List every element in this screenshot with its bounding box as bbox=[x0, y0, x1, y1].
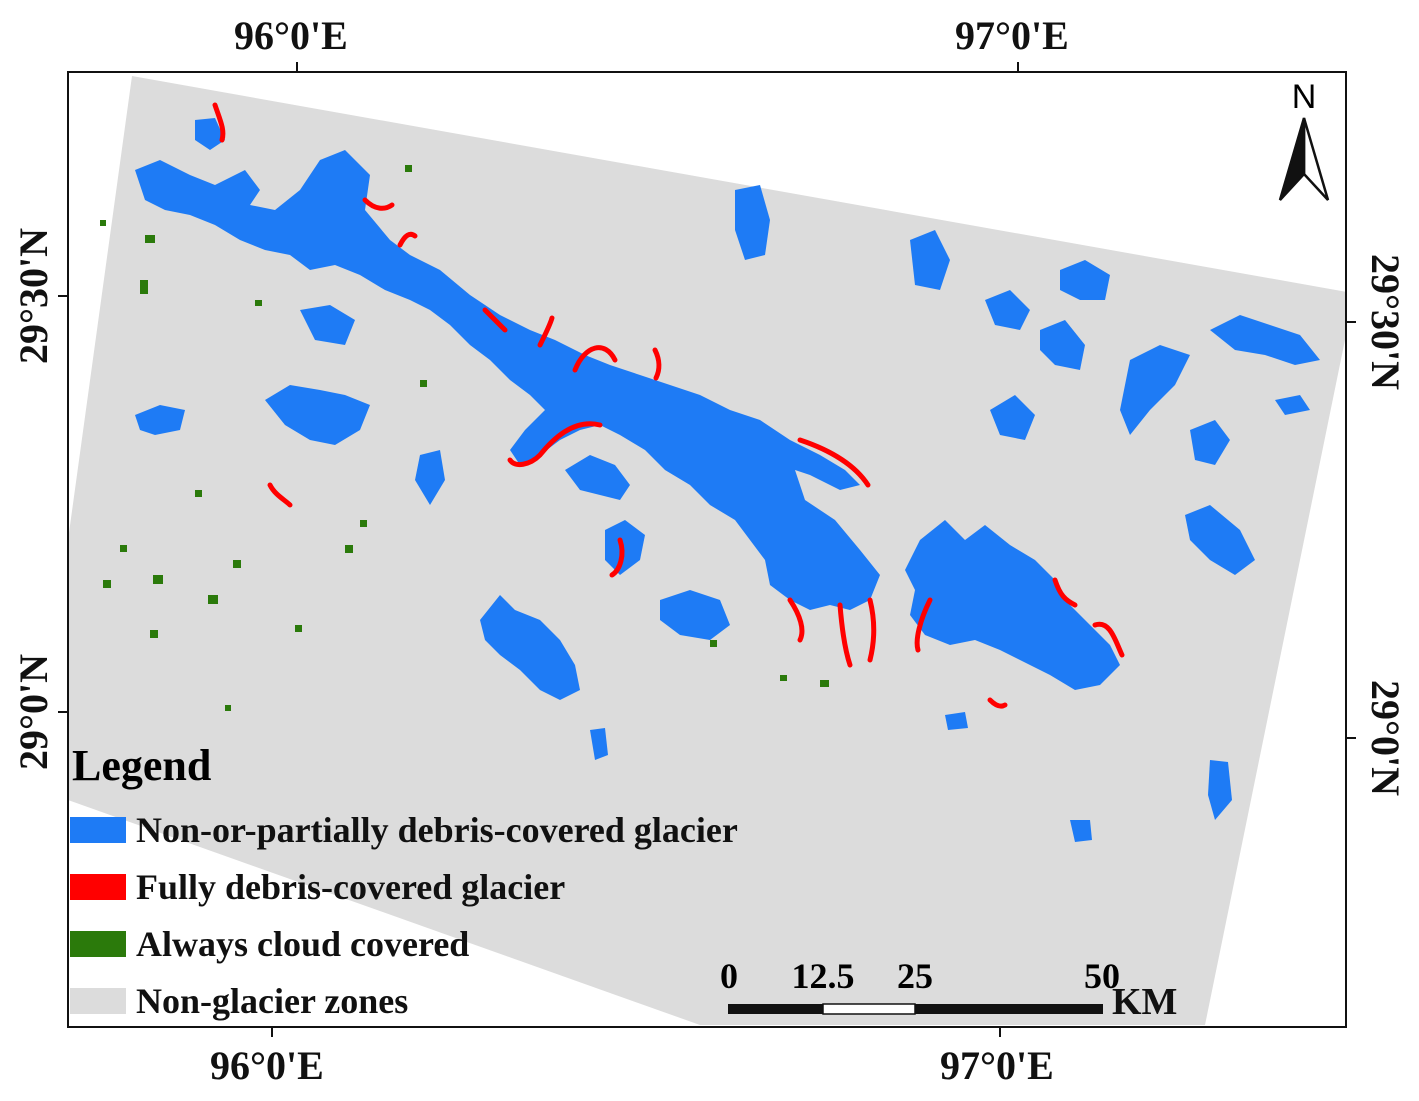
legend-swatch-red bbox=[70, 874, 126, 900]
scale-bar bbox=[728, 1003, 1103, 1015]
left-lat-label-1: 29°30'N bbox=[11, 228, 56, 364]
graticule-ticks bbox=[58, 62, 1356, 1037]
right-lat-label-1: 29°30'N bbox=[1363, 254, 1408, 390]
bottom-lon-label-1: 96°0'E bbox=[210, 1043, 324, 1088]
legend-label: Always cloud covered bbox=[136, 924, 470, 964]
scale-tick-0: 0 bbox=[720, 956, 738, 996]
glacier-main-complex bbox=[135, 150, 1120, 700]
legend-swatch-green bbox=[70, 931, 126, 957]
legend-label: Non-or-partially debris-covered glacier bbox=[136, 810, 738, 850]
debris-covered-glacier bbox=[212, 102, 1125, 709]
glacier-upper-west bbox=[135, 150, 880, 610]
north-arrow-icon bbox=[1278, 117, 1330, 201]
legend-item-debris: Fully debris-covered glacier bbox=[70, 867, 566, 907]
cloud-covered bbox=[100, 165, 829, 711]
legend-title: Legend bbox=[72, 741, 212, 790]
right-lat-label-2: 29°0'N bbox=[1363, 680, 1408, 796]
bottom-lon-label-2: 97°0'E bbox=[940, 1043, 1054, 1088]
glacier-branch-sw bbox=[565, 455, 630, 500]
glacier-east-scatter bbox=[195, 118, 1320, 842]
glacier-east-lobe bbox=[905, 520, 1120, 690]
top-lon-label-2: 97°0'E bbox=[955, 13, 1069, 58]
north-arrow: N bbox=[1276, 80, 1332, 211]
glacier-central-south bbox=[660, 590, 730, 640]
scale-tick-50: 50 bbox=[1084, 956, 1120, 996]
legend-item-non-glacier: Non-glacier zones bbox=[70, 981, 409, 1021]
left-lat-label-2: 29°0'N bbox=[11, 654, 56, 770]
legend-item-glacier: Non-or-partially debris-covered glacier bbox=[70, 810, 738, 850]
glacier-west-small bbox=[135, 405, 185, 435]
legend-label: Non-glacier zones bbox=[136, 981, 409, 1021]
north-label: N bbox=[1291, 78, 1317, 116]
legend-swatch-blue bbox=[70, 817, 126, 843]
scale-unit: KM bbox=[1112, 981, 1178, 1023]
glacier-west-mid bbox=[265, 385, 370, 445]
legend-item-cloud: Always cloud covered bbox=[70, 924, 470, 964]
legend-label: Fully debris-covered glacier bbox=[136, 867, 566, 907]
top-lon-label-1: 96°0'E bbox=[234, 13, 348, 58]
glacier-branch-s bbox=[605, 520, 645, 575]
glacier-south-branch bbox=[480, 595, 580, 700]
map-frame bbox=[67, 71, 1347, 1028]
legend-swatch-gray bbox=[70, 988, 126, 1014]
scale-tick-25: 25 bbox=[897, 956, 933, 996]
scale-tick-12-5: 12.5 bbox=[791, 956, 855, 996]
